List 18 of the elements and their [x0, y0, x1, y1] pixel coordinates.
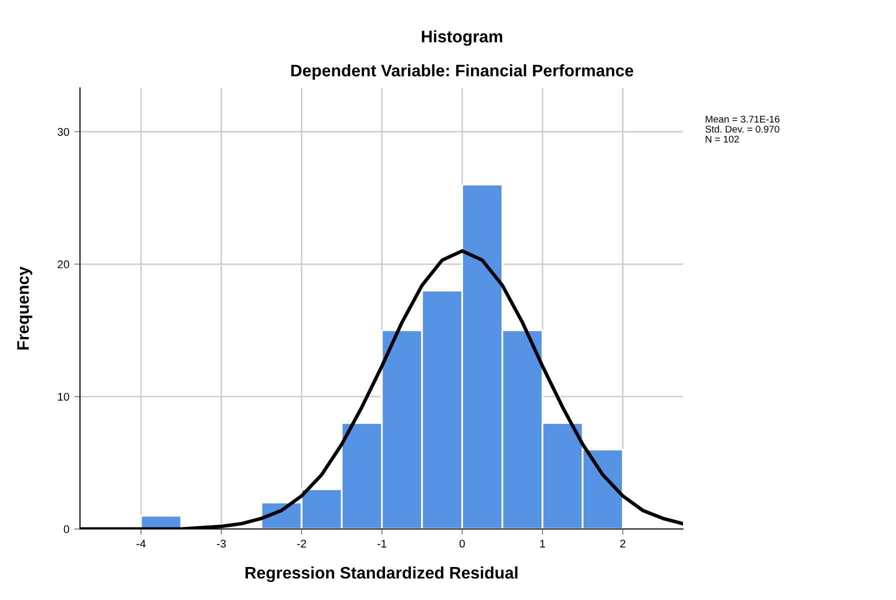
- text: Mean = 3.71E-16: [706, 116, 780, 123]
- chart-title: Histogram: [422, 30, 502, 46]
- x-tick-label: -2: [297, 540, 306, 548]
- x-tick-label: 1: [540, 540, 546, 548]
- x-axis-title: Regression Standardized Residual: [246, 566, 518, 582]
- x-tick-label: -3: [216, 540, 226, 548]
- y-tick-label: 10: [58, 392, 70, 401]
- x-tick-label: 0: [460, 540, 465, 548]
- x-tick-label: -4: [136, 540, 146, 548]
- text: N = 102: [706, 136, 739, 143]
- y-tick-label: 30: [58, 128, 70, 136]
- x-tick-label: 2: [620, 540, 626, 548]
- y-tick-label: 0: [64, 525, 70, 534]
- y-axis-title: Frequency: [17, 266, 32, 350]
- y-tick-label: 20: [58, 260, 70, 268]
- text: Std. Dev. = 0.970: [705, 125, 780, 133]
- x-tick-label: -1: [377, 540, 386, 548]
- chart-subtitle: Dependent Variable: Financial Performance: [291, 64, 634, 80]
